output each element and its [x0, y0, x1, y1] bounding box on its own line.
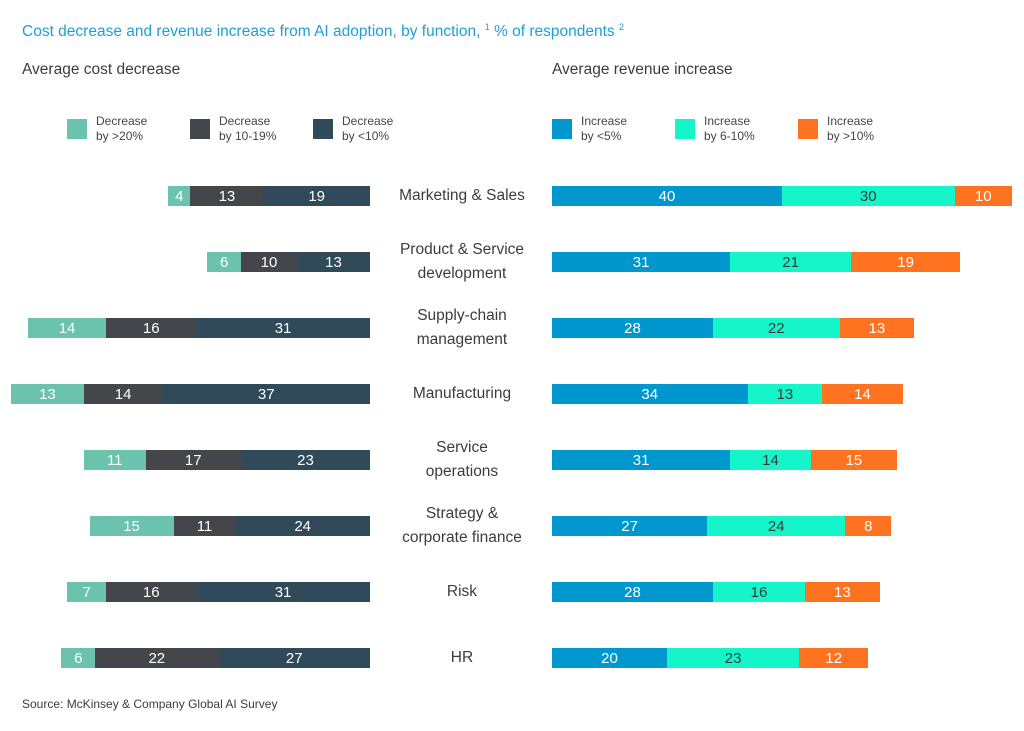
cost-legend-swatch: [190, 119, 210, 139]
cost-bar-segment: 14: [83, 384, 163, 404]
revenue-bar-segment: 31: [552, 252, 731, 272]
category-label: Strategy & corporate finance: [402, 505, 522, 546]
cost-legend-label: Decrease by <10%: [342, 114, 394, 143]
cost-bar-segment: 4: [168, 186, 191, 206]
cost-legend-swatch: [313, 119, 333, 139]
revenue-bar-segment: 16: [713, 582, 805, 602]
chart-title-unit: % of respondents: [494, 23, 615, 41]
cost-legend-label: Decrease by 10-19%: [219, 114, 277, 143]
cost-bar-segment: 10: [240, 252, 298, 272]
revenue-legend-label: Increase by <5%: [581, 114, 628, 143]
revenue-legend-item-0: Increase by <5%: [552, 114, 651, 144]
revenue-legend-label: Increase by >10%: [827, 114, 875, 143]
category-label: Marketing & Sales: [399, 187, 525, 204]
revenue-bar-segment: 10: [954, 186, 1012, 206]
revenue-bar-segment: 14: [730, 450, 811, 470]
cost-bar-segment: 11: [83, 450, 146, 470]
cost-legend-item-0: Decrease by >20%: [67, 114, 166, 144]
cost-bar-segment: 37: [162, 384, 370, 404]
cost-bar-segment: 16: [106, 318, 197, 338]
category-label: Product & Service development: [399, 241, 525, 282]
revenue-bar-segment: 21: [730, 252, 851, 272]
cost-bar-segment: 7: [67, 582, 107, 602]
revenue-bar-segment: 13: [839, 318, 915, 338]
revenue-legend-swatch: [675, 119, 695, 139]
cost-bar-segment: 22: [95, 648, 219, 668]
revenue-legend-item-2: Increase by >10%: [798, 114, 897, 144]
cost-legend-swatch: [67, 119, 87, 139]
revenue-bar-segment: 23: [667, 648, 800, 668]
source-note: Source: McKinsey & Company Global AI Sur…: [22, 697, 278, 711]
footnote-marker-2: 2: [618, 22, 624, 32]
cost-legend: Decrease by >20% Decrease by 10-19% Decrea…: [67, 114, 436, 144]
category-label: HR: [450, 649, 474, 666]
cost-panel-subtitle: Average cost decrease: [22, 61, 181, 78]
cost-legend-item-2: Decrease by <10%: [313, 114, 412, 144]
cost-bar-segment: 13: [10, 384, 84, 404]
cost-bar-segment: 24: [235, 516, 370, 536]
revenue-legend-label: Increase by 6-10%: [704, 114, 755, 143]
revenue-bar-segment: 19: [851, 252, 961, 272]
chart-title-text: Cost decrease and revenue increase from …: [22, 23, 481, 41]
revenue-bar-segment: 15: [810, 450, 897, 470]
revenue-bar-segment: 13: [747, 384, 823, 404]
cost-bar-segment: 13: [297, 252, 370, 272]
revenue-bar-segment: 12: [799, 648, 869, 668]
revenue-bar-segment: 13: [805, 582, 880, 602]
category-label: Manufacturing: [412, 385, 512, 402]
chart-title: Cost decrease and revenue increase from …: [22, 22, 624, 41]
footnote-marker-1: 1: [484, 22, 490, 32]
cost-bar-segment: 16: [106, 582, 197, 602]
revenue-bar-segment: 28: [552, 318, 713, 338]
cost-legend-item-1: Decrease by 10-19%: [190, 114, 289, 144]
cost-bar-segment: 14: [27, 318, 107, 338]
revenue-bar-segment: 22: [713, 318, 840, 338]
revenue-legend-item-1: Increase by 6-10%: [675, 114, 774, 144]
category-label: Risk: [446, 583, 478, 600]
cost-bar-segment: 6: [61, 648, 96, 668]
revenue-bar-segment: 40: [552, 186, 782, 206]
cost-bar-segment: 11: [173, 516, 236, 536]
revenue-bar-segment: 20: [552, 648, 667, 668]
revenue-bar-segment: 27: [552, 516, 708, 536]
revenue-bar-segment: 28: [552, 582, 713, 602]
cost-bar-segment: 31: [196, 582, 370, 602]
revenue-legend: Increase by <5% Increase by 6-10% Increase…: [552, 114, 921, 144]
revenue-bar-segment: 31: [552, 450, 731, 470]
revenue-bar-segment: 14: [822, 384, 903, 404]
cost-bar-segment: 27: [218, 648, 370, 668]
revenue-bar-segment: 24: [707, 516, 846, 536]
category-label: Supply-chain management: [416, 307, 508, 348]
cost-bar-segment: 17: [145, 450, 241, 470]
revenue-panel-subtitle: Average revenue increase: [552, 61, 733, 78]
cost-bar-segment: 6: [207, 252, 241, 272]
revenue-legend-swatch: [552, 119, 572, 139]
cost-bar-segment: 23: [240, 450, 370, 470]
cost-bar-segment: 31: [196, 318, 370, 338]
revenue-legend-swatch: [798, 119, 818, 139]
revenue-bar-segment: 30: [782, 186, 955, 206]
cost-legend-label: Decrease by >20%: [96, 114, 148, 143]
cost-bar-segment: 13: [190, 186, 264, 206]
category-label: Service operations: [425, 439, 499, 480]
cost-bar-segment: 15: [89, 516, 174, 536]
revenue-bar-segment: 34: [552, 384, 748, 404]
cost-bar-segment: 19: [263, 186, 370, 206]
revenue-bar-segment: 8: [845, 516, 892, 536]
